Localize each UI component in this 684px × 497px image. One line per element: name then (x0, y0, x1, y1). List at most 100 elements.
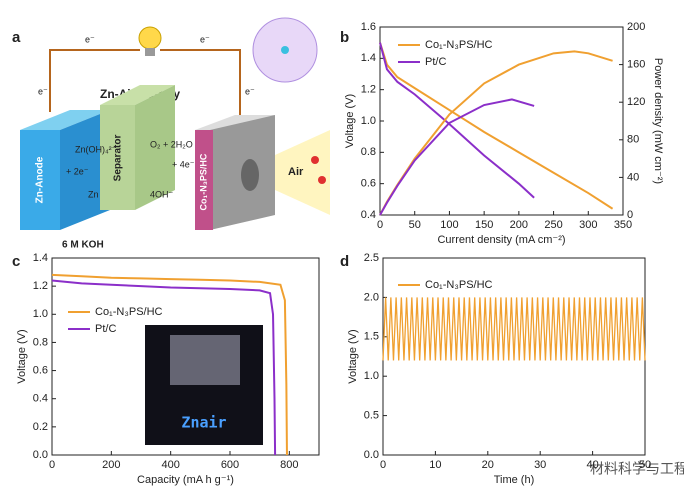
y-tick-label: 0.4 (361, 209, 376, 221)
x-tick-label: 10 (429, 459, 441, 471)
reaction: + 4e⁻ (172, 159, 195, 169)
x-tick-label: 400 (161, 459, 179, 471)
y-tick-label: 0.0 (33, 449, 48, 461)
y-tick-label: 0.8 (33, 336, 48, 348)
x-tick-label: 150 (475, 219, 493, 231)
cathode (195, 130, 213, 230)
y-tick-label: 0.6 (361, 178, 376, 190)
anode-label: Zn-Anode (35, 156, 46, 203)
y2-tick-label: 0 (627, 209, 633, 221)
y2-axis-label: Power density (mW cm⁻²) (652, 58, 664, 184)
x-tick-label: 0 (377, 219, 383, 231)
x-tick-label: 40 (586, 459, 598, 471)
y2-tick-label: 160 (627, 59, 645, 71)
anode-side (60, 110, 110, 230)
series-line (382, 297, 646, 361)
electron: e⁻ (38, 86, 48, 96)
y-tick-label: 1.0 (361, 115, 376, 127)
separator-label: Separator (113, 135, 124, 182)
panel-label: c (12, 253, 20, 270)
x-tick-label: 0 (380, 459, 386, 471)
x-tick-label: 50 (639, 459, 651, 471)
o2 (311, 156, 319, 164)
reaction: + 2e⁻ (66, 166, 89, 176)
electrolyte: 6 M KOH (62, 240, 104, 251)
x-tick-label: 250 (544, 219, 562, 231)
watermark: 材料科学与工程 (590, 461, 684, 477)
series-line (379, 42, 535, 199)
y-tick-label: 1.0 (364, 370, 379, 382)
reaction: Zn (88, 189, 99, 199)
legend-label: Co₁-N₃PS/HC (95, 306, 163, 318)
anode-top (20, 110, 110, 130)
inset-text: Znair (181, 414, 226, 432)
x-tick-label: 100 (440, 219, 458, 231)
x-tick-label: 20 (482, 459, 494, 471)
y2-tick-label: 200 (627, 21, 645, 33)
y2-tick-label: 80 (627, 134, 639, 146)
air-flow (275, 130, 330, 215)
bulb (138, 26, 162, 50)
panel-label: d (340, 253, 349, 270)
plot-frame (379, 26, 624, 216)
reaction: O₂ + 2H₂O (150, 139, 193, 149)
x-axis-label: Time (h) (494, 474, 535, 486)
series-line (51, 279, 277, 456)
legend-label: Co₁-N₃PS/HC (425, 39, 493, 51)
x-tick-label: 30 (534, 459, 546, 471)
atom (281, 46, 289, 54)
reaction: 4OH⁻ (150, 189, 174, 199)
y-axis-label: Voltage (V) (347, 329, 359, 383)
y-tick-label: 1.4 (361, 52, 376, 64)
x-tick-label: 600 (221, 459, 239, 471)
y2-tick-label: 120 (627, 96, 645, 108)
x-tick-label: 300 (579, 219, 597, 231)
wire (49, 49, 140, 112)
series-line (51, 273, 288, 456)
anode (20, 130, 60, 230)
legend-label: Pt/C (425, 56, 446, 68)
series-line (379, 50, 613, 216)
o2 (318, 176, 326, 184)
x-axis-label: Current density (mA cm⁻²) (437, 234, 565, 246)
x-tick-label: 0 (49, 459, 55, 471)
y-axis-label: Voltage (V) (16, 329, 28, 383)
x-axis-label: Capacity (mA h g⁻¹) (137, 474, 234, 486)
panel-label: b (340, 29, 349, 46)
electron: e⁻ (200, 34, 210, 44)
separator (100, 105, 135, 210)
x-tick-label: 800 (280, 459, 298, 471)
reaction: Zn(OH)₄²⁻ (75, 144, 117, 154)
plot-frame (51, 257, 320, 456)
separator-side (135, 85, 175, 210)
y-tick-label: 0.6 (33, 364, 48, 376)
air-label: Air (288, 166, 304, 178)
wire (160, 49, 241, 125)
cathode-label: Co₁-N₃PS/HC (198, 153, 208, 210)
inset-device (170, 335, 240, 385)
series-line (379, 42, 614, 210)
separator-top (100, 85, 175, 105)
y-tick-label: 0.5 (364, 410, 379, 422)
y-tick-label: 1.4 (33, 252, 48, 264)
battery-diagram: a e⁻ e⁻ e⁻ e⁻ Zn-Air Battery Zn-Anode Se… (12, 17, 330, 251)
y-tick-label: 0.8 (361, 146, 376, 158)
y-tick-label: 2.5 (364, 252, 379, 264)
legend-label: Pt/C (95, 323, 116, 335)
bulb-base (145, 48, 155, 56)
panel-label: a (12, 29, 21, 46)
electron: e⁻ (245, 86, 255, 96)
electron: e⁻ (85, 34, 95, 44)
x-tick-label: 200 (102, 459, 120, 471)
y-tick-label: 0.4 (33, 393, 48, 405)
y2-tick-label: 40 (627, 171, 639, 183)
y-tick-label: 1.2 (33, 280, 48, 292)
air-hole (241, 159, 259, 191)
cathode-top (195, 115, 275, 130)
legend-label: Co₁-N₃PS/HC (425, 279, 493, 291)
series-line (379, 98, 535, 216)
y-tick-label: 1.6 (361, 21, 376, 33)
x-tick-label: 350 (614, 219, 632, 231)
y-tick-label: 1.0 (33, 308, 48, 320)
